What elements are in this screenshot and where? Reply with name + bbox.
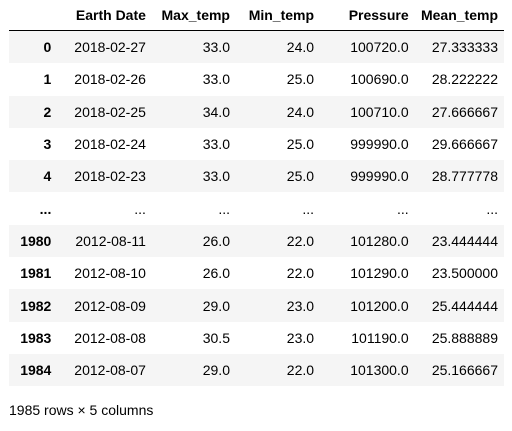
cell-mean-temp: 28.222222 [431, 71, 498, 88]
cell-earth-date: 2012-08-08 [74, 329, 146, 346]
cell-max-temp: 29.0 [202, 297, 230, 314]
row-index: 1984 [20, 362, 52, 379]
row-index: 2 [43, 103, 52, 120]
cell-min-temp: 25.0 [286, 71, 315, 88]
row-index: ... [39, 200, 52, 217]
ellipsis-row: .................. [9, 192, 504, 225]
cell-earth-date: ... [134, 200, 146, 217]
cell-min-temp: 22.0 [286, 265, 315, 282]
cell-earth-date: 2018-02-23 [74, 168, 146, 185]
cell-min-temp: 24.0 [286, 39, 315, 56]
cell-mean-temp: 25.166667 [431, 362, 498, 379]
cell-mean-temp: 23.500000 [431, 265, 498, 282]
column-header-min-temp: Min_temp [235, 0, 321, 31]
row-index: 1982 [20, 297, 52, 314]
table-row: 0 2018-02-27 33.0 24.0 100720.0 27.333333 [9, 30, 504, 64]
row-index: 1 [43, 71, 52, 88]
column-header-max-temp: Max_temp [151, 0, 236, 31]
column-header-pressure: Pressure [320, 0, 415, 31]
table-row: 1983 2012-08-08 30.5 23.0 101190.0 25.888889 [9, 321, 504, 354]
cell-pressure: 100690.0 [350, 71, 409, 88]
cell-max-temp: 33.0 [202, 71, 230, 88]
cell-pressure: 100720.0 [350, 39, 409, 56]
table-row: 3 2018-02-24 33.0 25.0 999990.0 29.666667 [9, 127, 504, 161]
cell-earth-date: 2012-08-09 [74, 297, 146, 314]
column-header-mean-temp: Mean_temp [414, 0, 504, 31]
dataframe-output: Earth Date Max_temp Min_temp Pressure Me… [9, 0, 504, 387]
table-row: 1984 2012-08-07 29.0 22.0 101300.0 25.166667 [9, 353, 504, 387]
cell-pressure: 101280.0 [350, 232, 409, 249]
table-row: 1981 2012-08-10 26.0 22.0 101290.0 23.500000 [9, 257, 504, 290]
cell-max-temp: 30.5 [202, 329, 230, 346]
row-index: 3 [43, 136, 52, 153]
table-row: 4 2018-02-23 33.0 25.0 999990.0 28.777778 [9, 160, 504, 193]
cell-pressure: 999990.0 [350, 168, 409, 185]
column-header-earth-date: Earth Date [57, 0, 152, 31]
cell-earth-date: 2018-02-27 [74, 39, 146, 56]
cell-earth-date: 2018-02-26 [74, 71, 146, 88]
cell-mean-temp: 27.666667 [431, 103, 498, 120]
cell-max-temp: ... [218, 200, 230, 217]
cell-min-temp: 23.0 [286, 329, 315, 346]
header-row: Earth Date Max_temp Min_temp Pressure Me… [9, 0, 504, 31]
row-index: 1983 [20, 329, 52, 346]
cell-earth-date: 2018-02-24 [74, 136, 146, 153]
cell-min-temp: 25.0 [286, 168, 315, 185]
cell-mean-temp: 23.444444 [431, 232, 498, 249]
table-body: 0 2018-02-27 33.0 24.0 100720.0 27.333333 1 201… [9, 30, 504, 387]
cell-max-temp: 33.0 [202, 168, 230, 185]
cell-max-temp: 34.0 [202, 103, 230, 120]
row-index: 0 [43, 39, 52, 56]
table-row: 1980 2012-08-11 26.0 22.0 101280.0 23.444444 [9, 224, 504, 258]
row-index: 1980 [20, 232, 52, 249]
table-row: 1982 2012-08-09 29.0 23.0 101200.0 25.444444 [9, 289, 504, 322]
row-index: 1981 [20, 265, 52, 282]
row-column-count: 1985 rows × 5 columns [9, 402, 154, 418]
cell-max-temp: 33.0 [202, 136, 230, 153]
cell-mean-temp: 27.333333 [431, 39, 498, 56]
cell-pressure: 101300.0 [350, 362, 409, 379]
cell-pressure: 999990.0 [350, 136, 409, 153]
row-index: 4 [43, 168, 52, 185]
cell-min-temp: 22.0 [286, 362, 315, 379]
cell-min-temp: 24.0 [286, 103, 315, 120]
cell-max-temp: 26.0 [202, 232, 230, 249]
cell-max-temp: 29.0 [202, 362, 230, 379]
cell-min-temp: 25.0 [286, 136, 315, 153]
cell-max-temp: 33.0 [202, 39, 230, 56]
dataframe-table: Earth Date Max_temp Min_temp Pressure Me… [9, 0, 504, 387]
cell-mean-temp: 28.777778 [431, 168, 498, 185]
cell-pressure: 101200.0 [350, 297, 409, 314]
cell-earth-date: 2012-08-11 [75, 232, 146, 249]
column-header-index [9, 0, 58, 31]
cell-pressure: ... [396, 200, 409, 217]
table-header: Earth Date Max_temp Min_temp Pressure Me… [9, 0, 504, 31]
cell-pressure: 100710.0 [350, 103, 409, 120]
cell-min-temp: ... [302, 200, 315, 217]
cell-max-temp: 26.0 [202, 265, 230, 282]
cell-mean-temp: 29.666667 [431, 136, 498, 153]
cell-mean-temp: 25.444444 [431, 297, 498, 314]
table-row: 1 2018-02-26 33.0 25.0 100690.0 28.222222 [9, 63, 504, 96]
cell-earth-date: 2012-08-07 [74, 362, 146, 379]
table-row: 2 2018-02-25 34.0 24.0 100710.0 27.666667 [9, 95, 504, 128]
cell-earth-date: 2018-02-25 [74, 103, 146, 120]
cell-earth-date: 2012-08-10 [74, 265, 146, 282]
cell-min-temp: 23.0 [286, 297, 315, 314]
cell-pressure: 101190.0 [351, 329, 409, 346]
cell-mean-temp: ... [486, 200, 498, 217]
cell-min-temp: 22.0 [286, 232, 315, 249]
cell-pressure: 101290.0 [350, 265, 409, 282]
cell-mean-temp: 25.888889 [431, 329, 498, 346]
